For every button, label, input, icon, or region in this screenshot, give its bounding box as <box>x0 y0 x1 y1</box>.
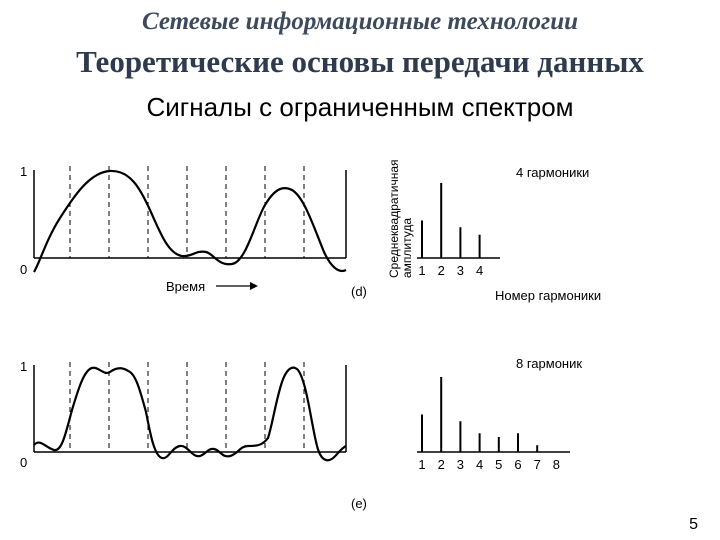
harmonic-tick-1: 1 <box>418 457 425 472</box>
x-axis-label: Номер гармоники <box>495 288 601 303</box>
harmonic-tick-2: 2 <box>438 457 445 472</box>
harmonic-tick-5: 5 <box>495 457 502 472</box>
slide-number: 5 <box>689 516 698 533</box>
bit-dividers <box>69 166 305 258</box>
course-title: Сетевые информационные технологии <box>141 8 578 35</box>
time-arrowhead-icon <box>250 282 258 290</box>
time-panel-d: 1 0 Время (d) <box>20 164 367 299</box>
y-axis-label-line2: амплитуда <box>400 218 414 278</box>
panel-label-d: (d) <box>351 284 367 299</box>
harmonic-tick-6: 6 <box>514 457 521 472</box>
harmonic-tick-8: 8 <box>553 457 560 472</box>
slide-subtitle: Сигналы с ограниченным спектром <box>146 92 574 122</box>
spectrum-bars <box>421 183 481 258</box>
slide-title: Теоретические основы передачи данных <box>76 44 644 79</box>
harmonic-tick-4: 4 <box>476 457 483 472</box>
y-tick-1: 1 <box>20 164 27 179</box>
harmonic-tick-1: 1 <box>418 263 425 278</box>
harmonic-tick-4: 4 <box>476 263 483 278</box>
time-panel-e: 1 0 (e) <box>20 359 367 511</box>
panel-label-e: (e) <box>351 496 367 511</box>
signal-curve-8-harmonics <box>33 366 347 462</box>
spectrum-bars <box>421 377 539 452</box>
y-tick-0: 0 <box>20 262 27 277</box>
harmonic-tick-7: 7 <box>534 457 541 472</box>
y-tick-1: 1 <box>20 359 27 374</box>
time-axis-label: Время <box>166 279 205 294</box>
spectrum-caption: 8 гармоник <box>516 356 582 371</box>
signal-curve-4-harmonics <box>33 169 347 273</box>
harmonic-tick-2: 2 <box>438 263 445 278</box>
harmonic-tick-3: 3 <box>457 457 464 472</box>
y-axis-label-line1: Среднеквадратичная <box>387 159 401 278</box>
bit-dividers <box>69 362 305 452</box>
spectrum-top: 4 гармоники Среднеквадратичная амплитуда… <box>387 159 601 303</box>
spectrum-caption: 4 гармоники <box>516 165 589 180</box>
y-tick-0: 0 <box>20 455 27 470</box>
harmonic-tick-3: 3 <box>457 263 464 278</box>
